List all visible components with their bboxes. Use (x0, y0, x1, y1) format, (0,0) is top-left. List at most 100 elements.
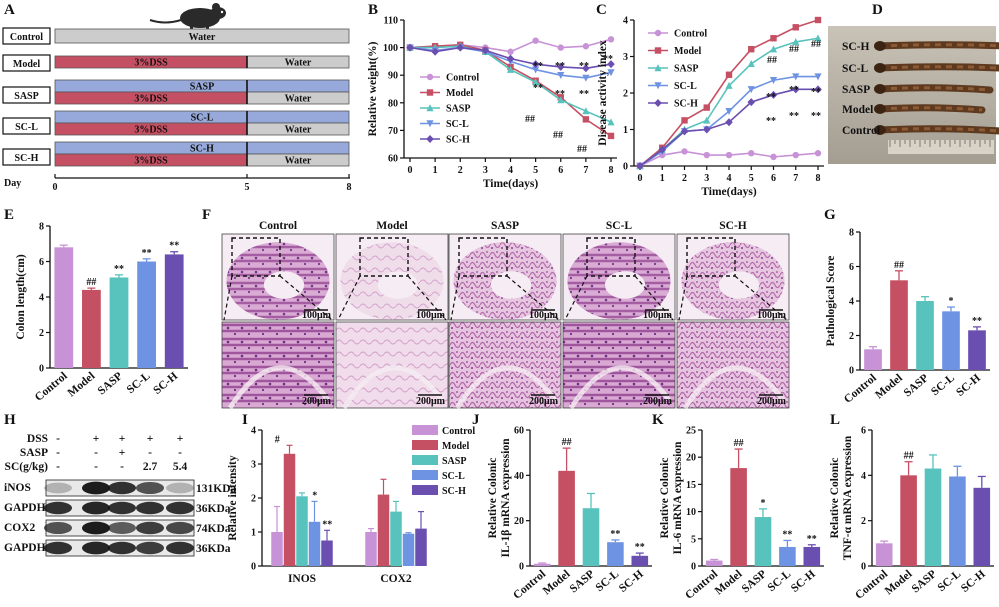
treatment-row-label: DSS (27, 433, 48, 445)
panelL-y-tick: 0 (861, 562, 866, 573)
bar-control (271, 532, 283, 566)
x-category-label: SC-H (151, 370, 180, 397)
panelJ-y-tick: 40 (514, 471, 524, 482)
group-label: SASP (14, 91, 38, 102)
molecular-weight-label: 131KDa (196, 483, 237, 495)
colon-label: SC-H (842, 41, 870, 53)
blot-band (166, 501, 194, 515)
treatment-indicator: + (93, 433, 100, 445)
panelL-y-label: Relative ColonicTNF-α mRNA expression (829, 435, 854, 560)
panelG-y-tick: 2 (849, 331, 854, 342)
blot-band (44, 521, 72, 535)
data-point (607, 69, 615, 77)
legend-marker (654, 64, 662, 72)
panelC-y-tick: 4 (623, 16, 628, 27)
data-point (703, 151, 710, 159)
panel-b-letter: B (368, 2, 378, 18)
legend-entry: SASP (442, 456, 466, 467)
legend-marker (654, 47, 662, 54)
blot-band (108, 501, 136, 515)
significance-mark: ** (610, 529, 620, 540)
legend-entry: SC-H (442, 486, 466, 497)
data-point (747, 60, 755, 67)
bar-control (365, 532, 377, 566)
panel-f: F Control 100μm 200μm Model 100μm 200μm SASP 10… (202, 207, 790, 410)
treatment-indicator: + (147, 433, 154, 445)
significance-mark: ** (811, 87, 821, 98)
significance-mark: ** (603, 54, 613, 65)
bar-sc-l (308, 521, 321, 566)
panelC-x-tick: 3 (704, 173, 709, 184)
legend-swatch (412, 440, 438, 450)
legend-entry: Model (446, 88, 473, 99)
data-point (769, 45, 778, 53)
treatment-indicator: + (177, 433, 184, 445)
panelG-y-label: Pathological Score (825, 256, 837, 347)
x-category-label: Model (541, 568, 573, 597)
data-point (814, 34, 822, 42)
histology-image-high-mag: 200μm (562, 321, 676, 410)
panelC-x-tick: 4 (727, 173, 732, 184)
legend-entry: SC-H (446, 135, 470, 146)
scale-bar-label: 200μm (529, 396, 559, 407)
significance-mark: ## (767, 55, 777, 66)
dss-bar-label: 3%DSS (134, 125, 168, 136)
blot-band (82, 521, 110, 535)
panelC-x-tick: 7 (793, 173, 798, 184)
water-bar-label: Water (189, 32, 216, 43)
data-point (556, 62, 565, 71)
group-label: Model (13, 59, 40, 70)
x-category-label: Model (713, 568, 745, 597)
x-category-label: SC-L (936, 568, 964, 594)
x-category-label: SC-H (789, 568, 818, 595)
significance-mark: ** (555, 89, 565, 100)
panelC-x-tick: 5 (749, 173, 754, 184)
significance-mark: ** (782, 529, 792, 540)
legend-marker (654, 29, 662, 37)
significance-mark: * (949, 296, 954, 307)
treatment-indicator: 5.4 (173, 461, 188, 473)
x-category-label: SASP (902, 372, 931, 399)
water-bar-label: Water (285, 156, 312, 167)
treatment-row-label: SC(g/kg) (5, 461, 49, 473)
panelJ-y-label: Relative ColonicIL-1β mRNA expression (487, 438, 512, 558)
data-point (725, 71, 733, 78)
bar-sc-h (164, 254, 184, 368)
group-label: SC-H (15, 153, 39, 164)
panelI-y-tick: 1 (251, 528, 256, 539)
scale-bar-label: 100μm (416, 310, 446, 321)
panelB-y-tick: 60 (388, 154, 398, 165)
dss-bar-label: 3%DSS (134, 58, 168, 69)
histology-image-high-mag: 200μm (448, 321, 562, 410)
panelC-y-label: Disease activity index (597, 40, 609, 146)
colon-specimen (876, 41, 999, 50)
data-point (607, 132, 615, 140)
bar-sc-l (949, 476, 966, 566)
legend-marker (426, 120, 434, 128)
data-point (431, 47, 439, 56)
blot-band (44, 541, 72, 555)
panel-d: D SC-H SC-L SASP Model Control (828, 2, 999, 164)
histology-image-low-mag: 100μm (335, 233, 449, 321)
legend-swatch (412, 485, 438, 495)
significance-mark: ## (811, 39, 821, 50)
group-label-box: SC-H (2, 148, 51, 166)
blot-band (44, 501, 72, 515)
significance-mark: ## (789, 44, 799, 55)
panelL-y-tick: 2 (861, 516, 866, 527)
significance-mark: ## (894, 260, 904, 271)
zoom-region-box (359, 237, 409, 277)
significance-mark: ** (142, 248, 152, 259)
panelB-x-tick: 4 (508, 165, 513, 176)
panel-j-letter: J (472, 412, 480, 428)
x-category-label: Control (683, 568, 720, 602)
bar-sc-l (942, 311, 960, 370)
bar-sc-h (631, 555, 649, 566)
x-category-label: SC-L (125, 370, 153, 396)
bar-model (283, 453, 296, 566)
panelB-y-tick: 70 (388, 126, 398, 137)
treatment-indicator: - (148, 447, 152, 459)
